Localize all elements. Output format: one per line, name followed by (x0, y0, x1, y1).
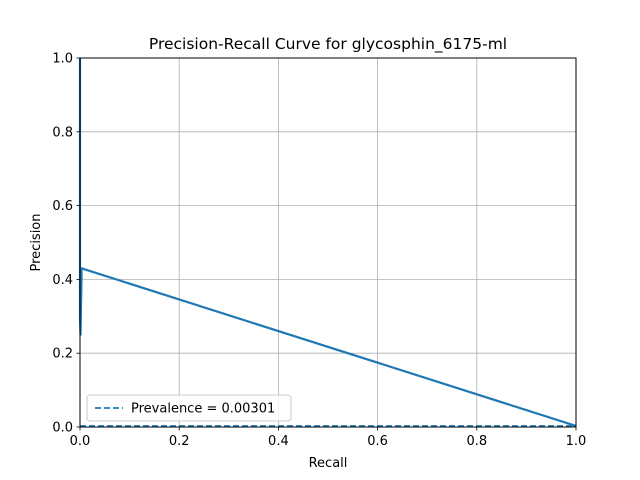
y-tick-label: 0.8 (52, 125, 73, 140)
legend: Prevalence = 0.00301 (86, 394, 292, 422)
y-tick-label: 0.0 (52, 421, 73, 436)
y-tick-label: 0.6 (52, 199, 73, 214)
x-axis-ticks: 0.0 0.2 0.4 0.6 0.8 1.0 (70, 427, 587, 449)
x-tick-label: 1.0 (566, 434, 587, 449)
legend-box (86, 394, 292, 422)
plot-frame (79, 57, 577, 428)
x-tick-label: 0.0 (70, 434, 91, 449)
y-tick-label: 1.0 (52, 52, 73, 67)
grid-lines (79, 57, 577, 428)
x-tick-label: 0.8 (466, 434, 487, 449)
x-axis-label: Recall (309, 456, 348, 471)
x-tick-label: 0.4 (268, 434, 289, 449)
chart-title: Precision-Recall Curve for glycosphin_61… (149, 35, 507, 54)
x-tick-label: 0.6 (367, 434, 388, 449)
x-tick-label: 0.2 (169, 434, 190, 449)
y-tick-label: 0.2 (52, 347, 73, 362)
y-axis-ticks: 0.0 0.2 0.4 0.6 0.8 1.0 (52, 52, 80, 436)
y-axis-label: Precision (29, 213, 44, 271)
y-tick-label: 0.4 (52, 273, 73, 288)
legend-entry-prevalence: Prevalence = 0.00301 (131, 402, 275, 417)
